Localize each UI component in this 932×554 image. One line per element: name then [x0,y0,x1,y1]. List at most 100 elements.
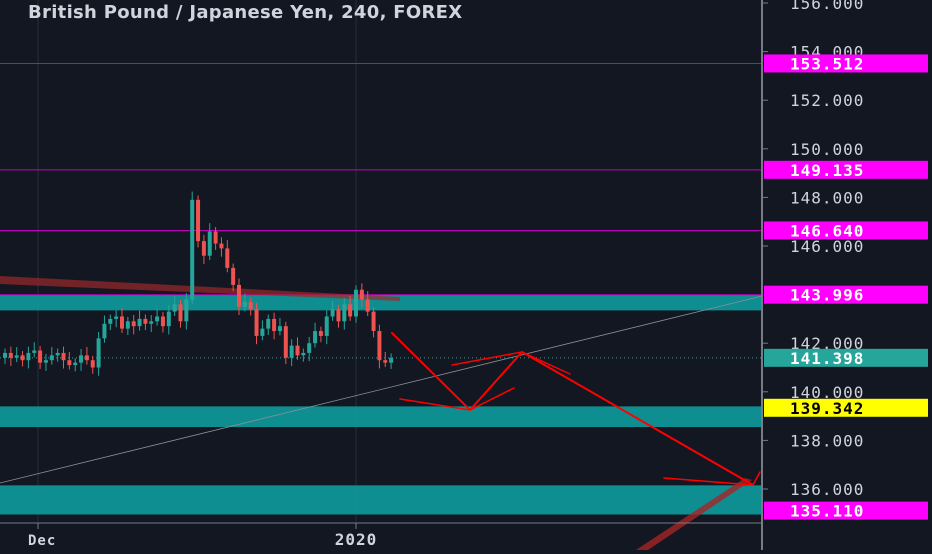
x-tick-label: 2020 [335,530,378,549]
candle-body [248,301,253,310]
candle-body [90,360,95,368]
candle-body [354,289,358,317]
candle-body [295,345,300,356]
candle-body [108,318,113,324]
candle-body [336,309,341,322]
candle-body [225,248,230,268]
candle-body [348,304,353,317]
level-label-0: 153.512 [790,54,864,73]
level-label-1: 149.135 [790,161,864,180]
candle-body [67,360,72,366]
candle-body [389,357,394,363]
candle-body [371,311,376,332]
candle-body [207,231,212,256]
candle-body [190,199,195,300]
support-zone-1 [0,406,762,428]
chart-title: British Pound / Japanese Yen, 240, FOREX [28,2,463,23]
y-tick-label: 156.000 [790,0,864,13]
candle-body [3,352,7,358]
candle-body [178,304,183,322]
candle-body [201,241,206,256]
candle-body [8,352,13,358]
bottom-level-label-bg [764,501,928,520]
trendline-rising [0,295,763,484]
candle-body [277,326,282,332]
level-label-0-bg [764,54,928,73]
candle-body [289,345,294,358]
candle-body [102,323,107,339]
current-price-label-bg [764,348,928,367]
candle-body [96,338,101,368]
candle-body [155,316,160,322]
candle-body [32,350,37,353]
bottom-level-label: 135.110 [790,502,864,521]
target-price-label-bg [764,398,928,417]
y-tick-label: 148.000 [790,188,864,207]
candle-body [307,343,312,353]
candle-body [49,355,54,361]
candle-body [301,352,306,356]
candle-body [160,316,165,327]
y-tick-label: 138.000 [790,431,864,450]
candle-body [55,352,60,356]
x-tick-label: Dec [28,533,56,549]
candle-body [365,299,370,312]
candle-body [260,328,265,336]
y-tick-label: 150.000 [790,140,864,159]
y-tick-label: 146.000 [790,237,864,256]
candle-body [383,360,388,363]
candle-body [272,318,277,332]
candle-body [38,350,43,363]
candle-body [219,243,224,249]
candle-body [242,301,247,307]
candle-body [231,267,236,285]
level-label-3: 143.996 [790,286,864,305]
candle-body [125,321,130,329]
candle-body [166,311,171,327]
level-label-2: 146.640 [790,221,864,240]
candle-body [313,331,318,344]
candle-body [377,331,382,361]
projection-leg-3 [521,351,754,486]
y-tick-label: 136.000 [790,480,864,499]
candle-body [143,318,148,324]
candle-body [283,326,288,358]
candle-body [172,304,177,312]
candle-body [61,352,66,361]
candle-body [84,355,89,361]
candle-body [254,309,259,336]
candle-body [137,318,142,327]
y-tick-label: 152.000 [790,91,864,110]
projection-leg-2 [469,351,523,411]
level-label-3-bg [764,285,928,304]
target-price-label: 139.342 [790,399,864,418]
candle-body [359,289,364,300]
candle-body [213,231,218,244]
candle-body [26,352,31,361]
arrowhead-3 [663,471,761,486]
trendline-resistance [0,276,400,301]
candle-body [43,360,48,363]
candle-body [20,355,25,361]
candle-body [318,331,323,336]
candle-body [73,362,78,366]
current-price-label: 141.398 [790,349,864,368]
support-zone-2 [0,485,762,515]
projection-leg-1 [391,332,471,411]
arrowhead-2 [451,351,571,375]
candle-body [131,321,136,327]
candle-body [14,355,19,358]
candle-body [114,316,119,319]
y-tick-label: 140.000 [790,383,864,402]
candle-body [196,199,201,242]
candle-body [149,321,154,324]
trendline-lower [636,478,752,550]
candle-body [330,309,335,317]
arrowhead-1 [399,387,515,411]
candle-body [342,304,347,322]
candle-body [79,355,84,363]
price-axis-bg [762,0,932,550]
candle-body [184,299,189,322]
